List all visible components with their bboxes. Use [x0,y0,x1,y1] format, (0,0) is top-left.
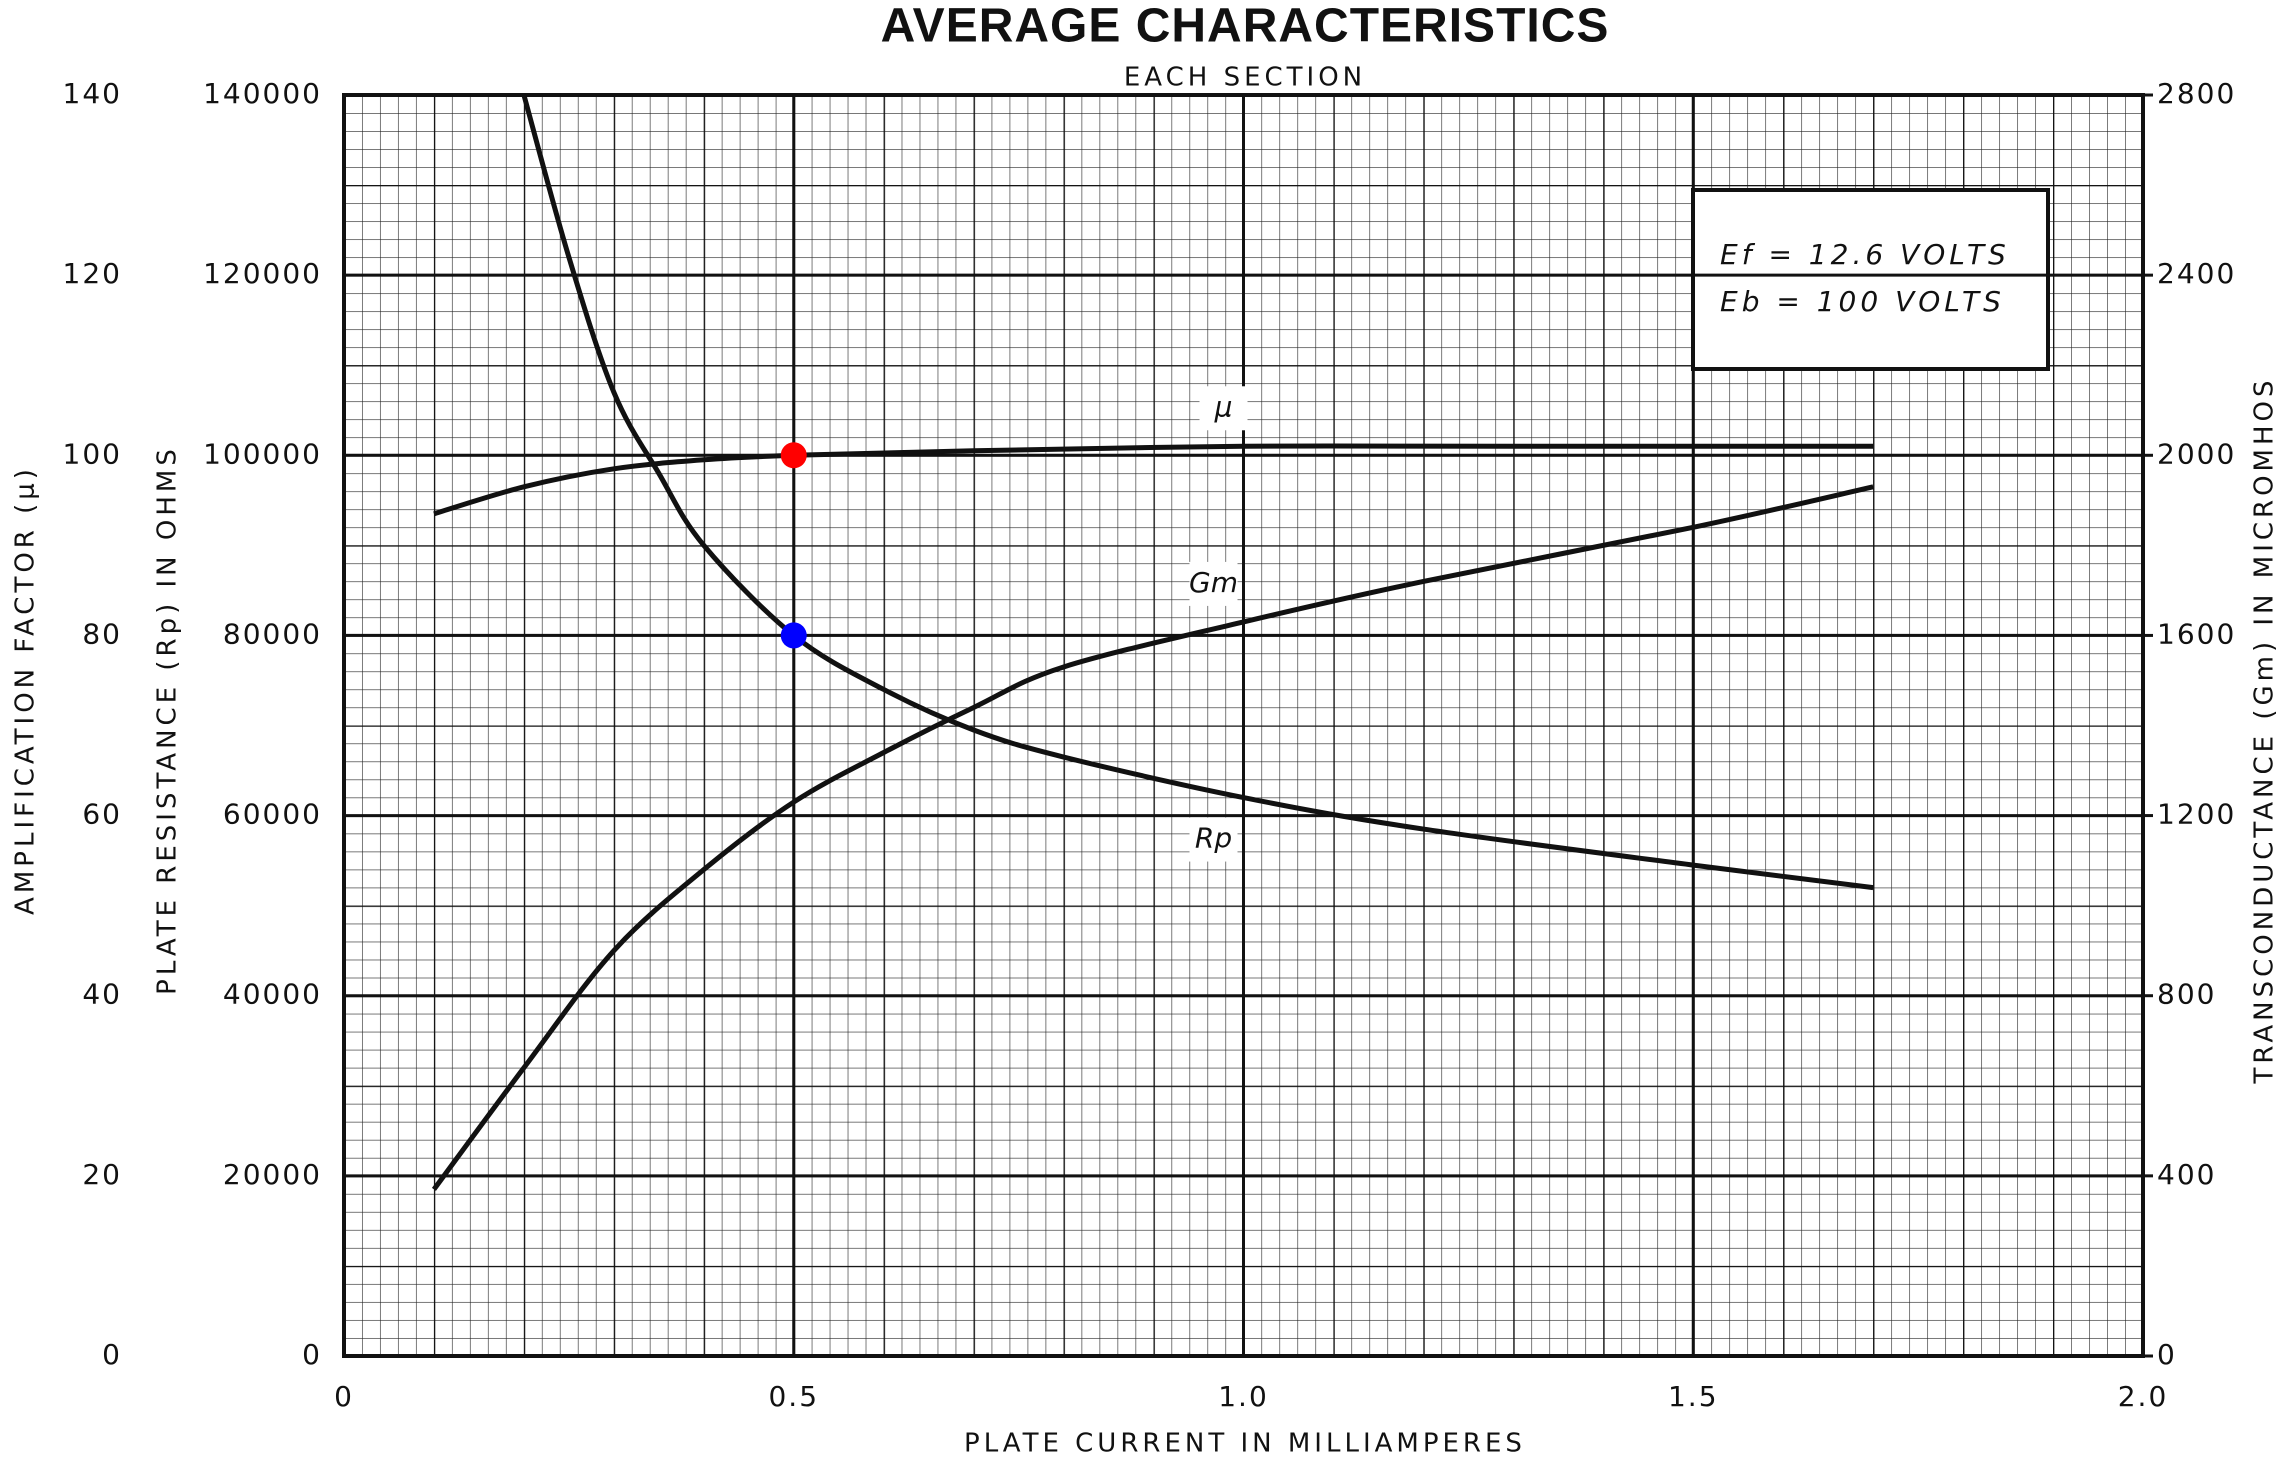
x-tick-label: 1.0 [1218,1380,1269,1413]
series-label: μ [1214,390,1233,423]
series-label: Rp [1195,822,1232,855]
series-line [431,484,1874,1191]
y3-tick-label: 140 [63,77,122,110]
series-label: Gm [1189,566,1238,599]
x-axis-label: PLATE CURRENT IN MILLIAMPERES [964,1429,1526,1459]
x-tick-label: 0.5 [768,1380,819,1413]
y-tick-label: 100000 [203,437,322,470]
highlight-point [780,622,807,649]
y2-tick-label: 800 [2157,978,2216,1011]
highlight-point [780,442,807,469]
y3-tick-label: 120 [63,257,122,290]
y3-tick-label: 0 [102,1338,122,1371]
y-tick-label: 0 [302,1338,322,1371]
annotation: Ef = 12.6 VOLTS [1720,238,2010,271]
x-tick-label: 2.0 [2118,1380,2169,1413]
y2-axis-label: TRANSCONDUCTANCE (Gm) IN MICROMHOS [2250,377,2280,1085]
annotation-box [1691,188,2050,371]
x-tick-label: 1.5 [1668,1380,1719,1413]
y-tick-label: 120000 [203,257,322,290]
chart-title: AVERAGE CHARACTERISTICS [881,0,1610,53]
series-label-box [1189,561,1238,606]
y3-tick-label: 60 [82,798,122,831]
y-tick-label: 140000 [203,77,322,110]
y2-tick-label: 0 [2157,1338,2177,1371]
series-label-box [1199,386,1248,431]
y-tick-label: 20000 [223,1158,322,1191]
y2-tick-label: 400 [2157,1158,2216,1191]
y3-axis-label: AMPLIFICATION FACTOR (μ) [11,465,41,915]
series-line [521,94,1874,891]
y2-tick-label: 2000 [2157,437,2236,470]
y3-tick-label: 20 [82,1158,122,1191]
y2-tick-label: 2400 [2157,257,2236,290]
y2-tick-label: 2800 [2157,77,2236,110]
plot-frame [342,93,2145,1358]
y3-tick-label: 100 [63,437,122,470]
y-tick-label: 40000 [223,978,322,1011]
y2-tick-label: 1200 [2157,798,2236,831]
annotation: Eb = 100 VOLTS [1720,285,2005,318]
y-axis-label: PLATE RESISTANCE (Rp) IN OHMS [153,445,183,995]
y2-tick-label: 1600 [2157,617,2236,650]
y-tick-label: 80000 [223,617,322,650]
y-tick-label: 60000 [223,798,322,831]
y3-tick-label: 80 [82,617,122,650]
chart-subtitle: EACH SECTION [1124,63,1366,93]
x-tick-label: 0 [334,1380,354,1413]
y3-tick-label: 40 [82,978,122,1011]
series-line [433,443,1874,517]
series-label-box [1189,817,1238,862]
